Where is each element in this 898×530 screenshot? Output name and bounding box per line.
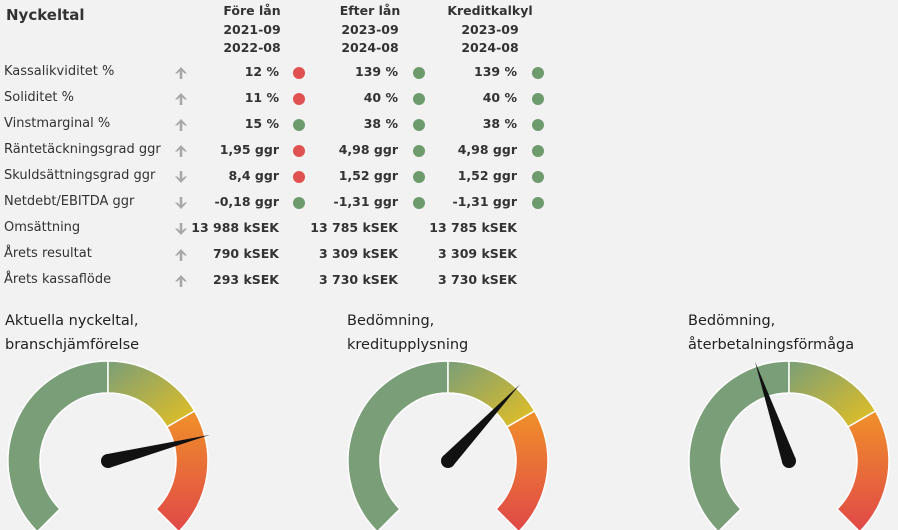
status-dot-green <box>413 93 425 105</box>
row-value: 38 % <box>363 116 398 131</box>
row-value: -0,18 ggr <box>214 194 279 209</box>
table-title: Nyckeltal <box>6 6 85 24</box>
status-dot-green <box>293 197 305 209</box>
row-value: 12 % <box>244 64 279 79</box>
row-value: 1,52 ggr <box>457 168 517 183</box>
gauge-title-repayment: Bedömning, återbetalningsförmåga <box>688 313 855 353</box>
gauge-credit-report <box>347 360 549 530</box>
row-label: Räntetäckningsgrad ggr <box>4 142 161 157</box>
row-value: 790 kSEK <box>213 246 279 261</box>
row-value: 3 730 kSEK <box>318 272 398 287</box>
gauge-segment-red <box>836 409 890 530</box>
gauge-needle <box>106 434 210 468</box>
status-dot-green <box>532 93 544 105</box>
status-dot-green <box>413 67 425 79</box>
row-label: Omsättning <box>4 220 81 235</box>
status-dot-green <box>413 145 425 157</box>
row-value: 3 309 kSEK <box>318 246 398 261</box>
row-value: 3 730 kSEK <box>437 272 517 287</box>
table-row: Årets resultat 790 kSEK 3 309 kSEK 3 309 kS… <box>0 242 898 268</box>
row-value: 4,98 ggr <box>338 142 398 157</box>
gauge-industry-comparison <box>7 360 210 530</box>
row-label: Årets resultat <box>4 246 92 261</box>
row-label: Vinstmarginal % <box>4 116 111 131</box>
row-label: Netdebt/EBITDA ggr <box>4 194 135 209</box>
table-row: Kassalikviditet % 12 % 139 % 139 % <box>0 60 898 86</box>
row-value: 40 % <box>363 90 398 105</box>
gauge-title-credit-report: Bedömning, kreditupplysning <box>347 313 469 353</box>
gauge-needle <box>754 361 796 464</box>
gauge-segment-green <box>347 360 449 530</box>
gauge-needle-hub <box>441 454 455 468</box>
table-row: Räntetäckningsgrad ggr 1,95 ggr 4,98 ggr 4,… <box>0 138 898 164</box>
status-dot-green <box>413 171 425 183</box>
table-row: Vinstmarginal % 15 % 38 % 38 % <box>0 112 898 138</box>
status-dot-red <box>293 171 305 183</box>
arrow-up-icon <box>175 119 187 131</box>
gauge-segment-green <box>688 360 790 530</box>
row-label: Årets kassaflöde <box>4 272 112 287</box>
row-value: -1,31 ggr <box>452 194 517 209</box>
row-value: 1,95 ggr <box>219 142 279 157</box>
gauge-needle <box>442 384 520 466</box>
row-value: 3 309 kSEK <box>437 246 517 261</box>
arrow-up-icon <box>175 275 187 287</box>
arrow-up-icon <box>175 145 187 157</box>
arrow-down-icon <box>175 223 187 235</box>
gauge-segment-red <box>155 409 209 530</box>
table-row: Omsättning 13 988 kSEK 13 785 kSEK 13 785 k… <box>0 216 898 242</box>
row-label: Kassalikviditet % <box>4 64 115 79</box>
status-dot-red <box>293 93 305 105</box>
row-label: Soliditet % <box>4 90 74 105</box>
status-dot-red <box>293 145 305 157</box>
table-row: Skuldsättningsgrad ggr 8,4 ggr 1,52 ggr 1,5… <box>0 164 898 190</box>
status-dot-green <box>532 67 544 79</box>
gauge-repayment-ability <box>688 360 890 530</box>
row-value: 139 % <box>474 64 517 79</box>
row-value: 139 % <box>355 64 398 79</box>
status-dot-green <box>532 197 544 209</box>
row-value: 38 % <box>482 116 517 131</box>
status-dot-green <box>293 119 305 131</box>
row-value: 13 785 kSEK <box>310 220 398 235</box>
row-value: -1,31 ggr <box>333 194 398 209</box>
row-label: Skuldsättningsgrad ggr <box>4 168 156 183</box>
row-value: 1,52 ggr <box>338 168 398 183</box>
column-header-after-loan: Efter lån 2023-09 2024-08 <box>339 3 401 55</box>
table-row: Soliditet % 11 % 40 % 40 % <box>0 86 898 112</box>
gauge-title-industry: Aktuella nyckeltal, branschjämförelse <box>5 313 140 353</box>
gauge-segment-yellow <box>107 360 196 429</box>
row-value: 13 785 kSEK <box>429 220 517 235</box>
gauge-needle-hub <box>782 454 796 468</box>
status-dot-red <box>293 67 305 79</box>
column-header-credit-calc: Kreditkalkyl 2023-09 2024-08 <box>447 3 533 55</box>
arrow-up-icon <box>175 249 187 261</box>
row-value: 15 % <box>244 116 279 131</box>
status-dot-green <box>413 197 425 209</box>
arrow-up-icon <box>175 67 187 79</box>
row-value: 293 kSEK <box>213 272 279 287</box>
arrow-down-icon <box>175 171 187 183</box>
row-value: 11 % <box>244 90 279 105</box>
status-dot-green <box>532 145 544 157</box>
gauge-segment-yellow <box>788 360 877 429</box>
row-value: 40 % <box>482 90 517 105</box>
status-dot-green <box>532 119 544 131</box>
column-header-before-loan: Före lån 2021-09 2022-08 <box>223 3 281 55</box>
status-dot-green <box>532 171 544 183</box>
row-value: 4,98 ggr <box>457 142 517 157</box>
gauge-needle-hub <box>101 454 115 468</box>
gauge-segment-green <box>7 360 109 530</box>
arrow-up-icon <box>175 93 187 105</box>
row-value: 8,4 ggr <box>228 168 279 183</box>
row-value: 13 988 kSEK <box>191 220 279 235</box>
gauge-segment-red <box>495 409 549 530</box>
arrow-down-icon <box>175 197 187 209</box>
table-row: Netdebt/EBITDA ggr -0,18 ggr -1,31 ggr -1,3… <box>0 190 898 216</box>
table-row: Årets kassaflöde 293 kSEK 3 730 kSEK 3 730 … <box>0 268 898 294</box>
status-dot-green <box>413 119 425 131</box>
